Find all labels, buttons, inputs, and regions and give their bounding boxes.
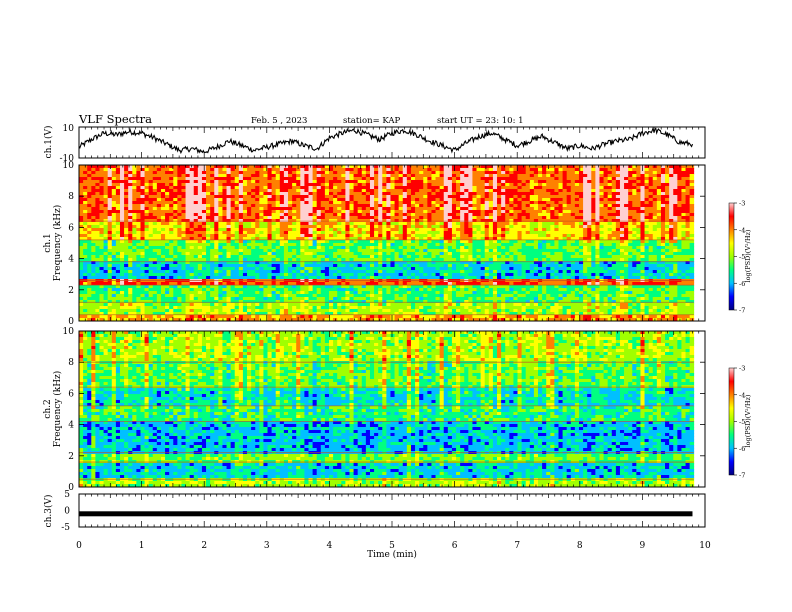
- ch3-waveform-trace: [79, 511, 693, 517]
- figure-title: VLF Spectra: [78, 112, 152, 126]
- frequency-tick-label: 4: [68, 255, 74, 265]
- frequency-tick-label: 2: [68, 452, 74, 462]
- colorbar-tick-label: -6: [739, 280, 745, 288]
- frequency-tick-label: 8: [68, 358, 74, 368]
- frequency-tick-label: 6: [68, 223, 74, 233]
- time-tick-label: 2: [201, 541, 207, 551]
- time-tick-label: 9: [640, 541, 646, 551]
- time-tick-label: 10: [699, 541, 711, 551]
- ch2-spectrogram-image: [79, 331, 705, 487]
- ch2-colorbar-ticks: -3 -4 -5 -6 -7: [734, 365, 745, 480]
- ch1-channel-label: ch.1: [43, 233, 53, 252]
- ch3-ytick-label: 5: [64, 490, 70, 500]
- frequency-tick-label: 0: [68, 483, 74, 493]
- ch1-frequency-axis-label: Frequency (kHz): [52, 205, 63, 282]
- colorbar-tick-label: -3: [739, 365, 745, 373]
- frequency-tick-label: 10: [63, 161, 75, 171]
- ch3-waveform-ylabel: ch.3(V): [43, 495, 54, 528]
- ch2-colorbar: [728, 367, 735, 476]
- ch2-spectrogram-ticks: [78, 331, 706, 487]
- ch1-waveform-ylabel: ch.1(V): [43, 126, 54, 159]
- colorbar-tick-label: -7: [739, 472, 745, 480]
- colorbar-tick-label: -5: [739, 253, 745, 261]
- ch2-frequency-axis-label: Frequency (kHz): [52, 371, 63, 448]
- frequency-tick-label: 6: [68, 389, 74, 399]
- colorbar-tick-label: -4: [739, 226, 745, 234]
- ch1-waveform-panel: 10 -10 ch.1(V): [43, 124, 706, 164]
- time-tick-label: 4: [327, 541, 333, 551]
- ch3-waveform-ticks: [78, 494, 706, 527]
- ch1-waveform-ticks: [78, 127, 706, 158]
- time-axis-label: Time (min): [367, 549, 417, 560]
- ch1-spectrogram-ticks: [78, 165, 706, 321]
- frequency-tick-label: 2: [68, 286, 74, 296]
- ch1-ytick-bottom: -10: [60, 154, 75, 164]
- station-label: station= KAP: [343, 116, 401, 126]
- date-label: Feb. 5 , 2023: [251, 116, 307, 126]
- frequency-tick-label: 4: [68, 421, 74, 431]
- time-tick-label: 1: [139, 541, 145, 551]
- frequency-tick-label: 8: [68, 192, 74, 202]
- ch2-colorbar-label: log(PSD)(V²/Hz): [744, 394, 752, 447]
- time-tick-label: 6: [452, 541, 458, 551]
- time-tick-label: 8: [577, 541, 583, 551]
- frequency-tick-label: 10: [63, 327, 75, 337]
- colorbar-tick-label: -4: [739, 391, 745, 399]
- ch1-ytick-top: 10: [63, 124, 75, 134]
- ch1-colorbar-label: log(PSD)(V²/Hz): [744, 229, 752, 282]
- ch3-waveform-panel: -5 0 5 ch.3(V) 0 1 2 3 4 5 6 7 8 9 10 Time (min): [43, 490, 711, 560]
- colorbar-tick-label: -6: [739, 445, 745, 453]
- start-time-label: start UT = 23: 10: 1: [437, 116, 524, 126]
- frequency-tick-label: 0: [68, 317, 74, 327]
- time-tick-labels: 0 1 2 3 4 5 6 7 8 9 10: [76, 541, 711, 551]
- ch1-colorbar-ticks: -3 -4 -5 -6 -7: [734, 200, 745, 315]
- time-tick-label: 7: [514, 541, 520, 551]
- time-tick-label: 0: [76, 541, 82, 551]
- time-tick-label: 5: [389, 541, 395, 551]
- colorbar-tick-label: -7: [739, 307, 745, 315]
- ch1-frequency-tick-labels: 0 2 4 6 8 10: [63, 161, 705, 327]
- ch1-spectrogram-image: [79, 165, 705, 321]
- time-tick-label: 3: [264, 541, 270, 551]
- ch2-frequency-tick-labels: 0 2 4 6 8 10: [63, 327, 705, 493]
- ch1-waveform-line: [79, 127, 694, 155]
- ch3-ytick-labels: -5 0 5: [61, 490, 70, 533]
- ch2-channel-label: ch.2: [43, 399, 53, 418]
- ch1-colorbar: [728, 202, 735, 311]
- colorbar-tick-label: -5: [739, 418, 745, 426]
- ch3-ytick-label: -5: [61, 523, 70, 533]
- colorbar-tick-label: -3: [739, 200, 745, 208]
- ch3-ytick-label: 0: [64, 507, 70, 517]
